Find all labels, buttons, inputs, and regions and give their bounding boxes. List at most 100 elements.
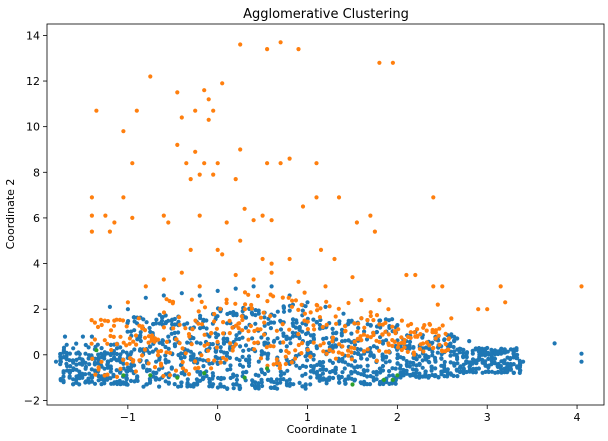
- cluster-1-point: [324, 351, 329, 356]
- cluster-0-point: [305, 330, 310, 335]
- cluster-1-point: [199, 322, 205, 327]
- cluster-0-point: [291, 382, 296, 387]
- cluster-0-point: [172, 316, 177, 322]
- cluster-1-point: [440, 284, 445, 289]
- cluster-0-point: [321, 360, 326, 365]
- cluster-1-point: [89, 213, 94, 218]
- cluster-1-point: [230, 325, 235, 330]
- cluster-0-point: [148, 344, 153, 349]
- cluster-0-point: [231, 386, 236, 391]
- cluster-1-point: [230, 348, 235, 353]
- cluster-1-point: [413, 272, 418, 278]
- cluster-0-point: [380, 341, 386, 346]
- cluster-0-point: [99, 351, 104, 356]
- cluster-1-point: [214, 326, 219, 331]
- cluster-1-point: [258, 327, 263, 332]
- cluster-1-point: [105, 372, 110, 377]
- cluster-0-point: [311, 357, 316, 362]
- cluster-0-point: [124, 373, 129, 378]
- cluster-0-point: [237, 358, 242, 363]
- cluster-0-point: [455, 355, 460, 360]
- cluster-0-point: [359, 356, 364, 361]
- cluster-0-point: [390, 317, 395, 322]
- cluster-1-point: [103, 213, 108, 218]
- cluster-1-point: [258, 315, 263, 320]
- cluster-1-point: [233, 301, 238, 306]
- cluster-0-point: [163, 353, 168, 358]
- cluster-1-point: [498, 284, 503, 289]
- cluster-1-point: [238, 147, 243, 152]
- cluster-0-point: [398, 366, 403, 371]
- cluster-0-point: [83, 342, 88, 348]
- cluster-1-point: [277, 361, 282, 366]
- cluster-1-point: [358, 334, 363, 339]
- y-tick-label: 2: [33, 303, 40, 316]
- cluster-0-point: [579, 351, 584, 356]
- cluster-1-point: [130, 161, 135, 166]
- cluster-0-point: [337, 380, 342, 385]
- cluster-0-point: [86, 356, 91, 361]
- cluster-0-point: [114, 368, 119, 373]
- cluster-1-point: [320, 324, 325, 330]
- cluster-1-point: [377, 60, 382, 65]
- cluster-0-point: [272, 338, 277, 343]
- cluster-0-point: [293, 325, 298, 330]
- cluster-0-point: [191, 336, 196, 341]
- y-tick-label: 10: [26, 121, 40, 134]
- cluster-1-point: [390, 60, 395, 65]
- cluster-0-point: [362, 329, 367, 334]
- cluster-1-point: [324, 322, 329, 327]
- cluster-1-point: [114, 342, 119, 347]
- x-tick-label: 1: [304, 411, 311, 424]
- cluster-0-point: [89, 379, 94, 384]
- cluster-0-point: [70, 359, 76, 364]
- cluster-1-point: [177, 315, 182, 320]
- cluster-0-point: [179, 351, 184, 356]
- cluster-0-point: [324, 336, 329, 341]
- cluster-0-point: [200, 375, 206, 381]
- cluster-0-point: [508, 367, 513, 372]
- x-tick-label: 3: [484, 411, 491, 424]
- cluster-0-point: [432, 355, 438, 360]
- cluster-0-point: [237, 330, 242, 335]
- cluster-1-point: [258, 356, 264, 361]
- cluster-0-point: [308, 382, 313, 387]
- cluster-0-point: [77, 382, 82, 387]
- cluster-1-point: [280, 295, 285, 300]
- cluster-0-point: [224, 350, 230, 356]
- cluster-1-point: [209, 330, 214, 336]
- cluster-0-point: [371, 370, 376, 375]
- cluster-0-point: [387, 369, 392, 374]
- cluster-0-point: [83, 366, 88, 371]
- cluster-1-point: [107, 229, 112, 234]
- cluster-0-point: [221, 376, 226, 381]
- cluster-0-point: [281, 377, 286, 382]
- cluster-0-point: [323, 304, 328, 309]
- cluster-1-point: [262, 332, 267, 337]
- cluster-0-point: [278, 369, 283, 374]
- cluster-1-point: [108, 328, 114, 333]
- cluster-1-point: [359, 298, 364, 303]
- cluster-0-point: [579, 359, 584, 364]
- cluster-1-point: [218, 306, 223, 311]
- cluster-1-point: [118, 366, 123, 371]
- cluster-0-point: [426, 373, 432, 379]
- cluster-0-point: [365, 382, 370, 387]
- cluster-0-point: [503, 350, 508, 355]
- cluster-1-point: [175, 142, 180, 147]
- cluster-1-point: [346, 300, 351, 306]
- cluster-0-point: [511, 370, 516, 375]
- cluster-0-point: [62, 334, 68, 339]
- cluster-1-point: [265, 47, 270, 52]
- cluster-0-point: [197, 357, 202, 362]
- cluster-0-point: [377, 366, 382, 371]
- cluster-1-point: [293, 356, 298, 361]
- cluster-0-point: [451, 344, 456, 350]
- cluster-0-point: [215, 356, 220, 361]
- cluster-0-point: [80, 357, 85, 362]
- cluster-1-point: [446, 337, 451, 342]
- cluster-1-point: [248, 323, 253, 329]
- cluster-1-point: [249, 306, 254, 311]
- cluster-0-point: [243, 343, 249, 348]
- cluster-0-point: [259, 380, 264, 385]
